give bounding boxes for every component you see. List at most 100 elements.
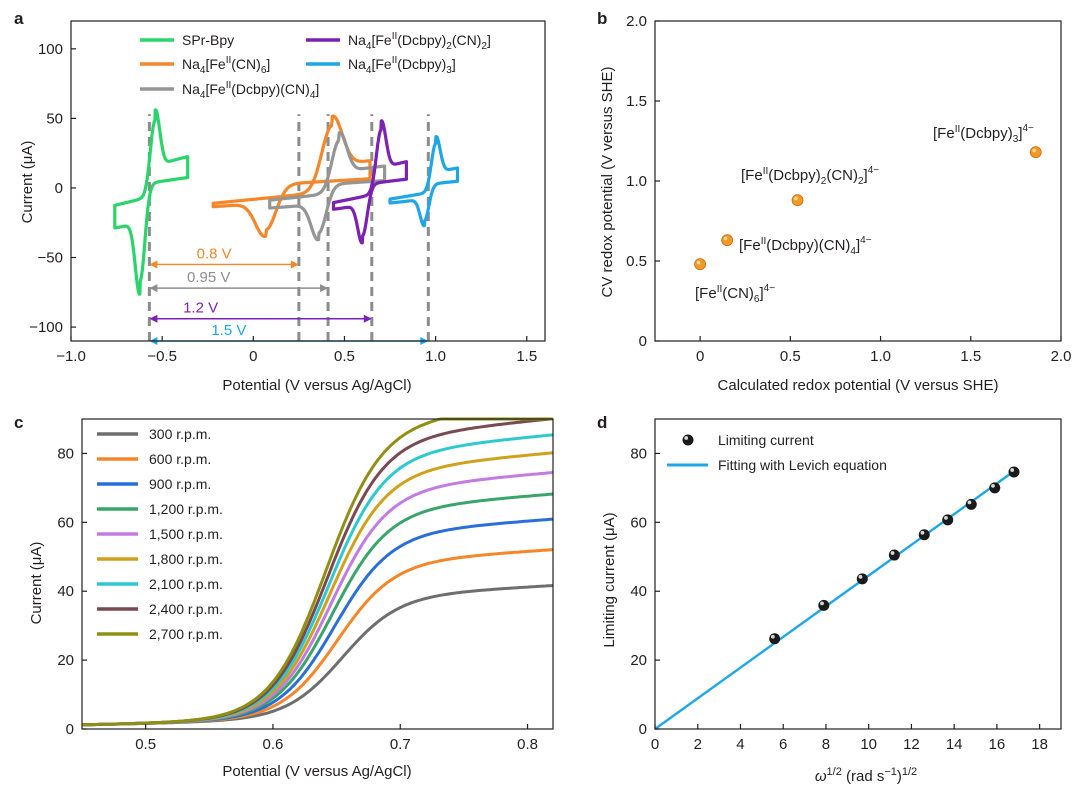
- panel-b-xtick-label: 1.5: [960, 348, 981, 365]
- data-point-highlight: [794, 196, 798, 201]
- legend-label-part: 3: [446, 65, 452, 76]
- legend-label: Na4[FeII(Dcbpy)(CN)4]: [182, 80, 319, 101]
- panel-b-axes: 0 0.5 1.0 1.5 2.0 0 0.5 1.0 1.5 2.0: [626, 13, 1071, 365]
- data-point: [856, 573, 868, 585]
- data-point-highlight: [920, 530, 925, 535]
- panel-d-ytick-label: 40: [630, 583, 647, 600]
- legend-label-part: (CN): [231, 56, 261, 72]
- data-point: [694, 258, 707, 271]
- arrow-head: [149, 260, 158, 269]
- panel-c-ytick-label: 0: [66, 721, 74, 738]
- data-point-highlight: [1010, 468, 1015, 472]
- legend-label-part: (Dcbpy)(CN): [231, 81, 310, 97]
- data-point-highlight: [890, 551, 895, 555]
- data-point-highlight: [991, 483, 995, 488]
- point-label-part: ]: [759, 285, 763, 302]
- point-label: [FeII(Dcbpy)2(CN)2]4−: [741, 165, 879, 187]
- panel-b-ytick-label: 0: [639, 333, 647, 350]
- panel-b-point-labels: [FeII(CN)6]4− [FeII(Dcbpy)(CN)4]4− [FeII(D…: [695, 123, 1034, 305]
- point-label-part: ]: [864, 167, 868, 184]
- panel-d-xtick-label: 14: [946, 736, 963, 753]
- panel-a-xtick-label: −0.5: [147, 348, 177, 365]
- panel-b-ytick-label: 1.5: [626, 93, 647, 110]
- panel-a-ytick-label: 50: [46, 110, 63, 127]
- point-label-part: II: [761, 236, 767, 247]
- panel-c-ytick-label: 60: [57, 514, 74, 531]
- panel-d-ytick-label: 60: [630, 514, 647, 531]
- data-point-highlight: [820, 601, 824, 606]
- legend-label-part: 2: [446, 41, 452, 52]
- legend-label-part: ]: [266, 56, 270, 72]
- legend-label-part: [Fe: [371, 32, 391, 48]
- cv-curve: [113, 108, 190, 296]
- point-label-part: 4: [850, 246, 856, 257]
- legend-label: Fitting with Levich equation: [718, 457, 887, 473]
- legend-label: 2,400 r.p.m.: [149, 601, 223, 617]
- data-point: [818, 599, 830, 611]
- data-point-highlight: [944, 516, 948, 520]
- cv-curve: [331, 119, 408, 245]
- panel-d-xtick-label: 4: [736, 736, 744, 753]
- cv-curve: [388, 134, 460, 228]
- legend-label-part: (Dcbpy): [397, 56, 446, 72]
- point-label: [FeII(CN)6]4−: [695, 283, 775, 305]
- panel-c-xtick-label: 0.6: [263, 736, 284, 753]
- arrow-head: [149, 284, 158, 293]
- legend-label-part: Na: [348, 32, 366, 48]
- panel-d-xlabel-sup3: 1/2: [902, 766, 917, 778]
- fit-line: [654, 468, 1017, 730]
- arrow-label: 1.2 V: [183, 300, 218, 317]
- point-label-part: 3: [1013, 134, 1019, 145]
- panel-c-xlabel: Potential (V versus Ag/AgCl): [222, 763, 411, 780]
- panel-d-xlabel-omega: ω: [815, 768, 827, 785]
- panel-c-xtick-label: 0.5: [135, 736, 156, 753]
- panel-a-ytick-label: 100: [38, 41, 63, 58]
- point-label-part: 4−: [764, 283, 776, 294]
- panel-a-xlabel: Potential (V versus Ag/AgCl): [222, 377, 411, 394]
- panel-a-potential-arrows: 0.8 V 0.95 V 1.2 V 1.5 V: [149, 245, 429, 345]
- panel-c-ylabel: Current (μA): [28, 542, 45, 625]
- panel-b-ytick-label: 1.0: [626, 173, 647, 190]
- legend-label-part: Na: [348, 56, 366, 72]
- legend-label-part: II: [392, 31, 398, 42]
- arrow-head: [290, 260, 299, 269]
- panel-d-xtick-label: 0: [651, 736, 659, 753]
- legend-label: Na4[FeII(Dcbpy)3]: [348, 55, 456, 76]
- point-label-part: (CN): [722, 285, 754, 302]
- arrow-head: [149, 314, 158, 323]
- panel-c-xtick-label: 0.7: [390, 736, 411, 753]
- legend-label: 600 r.p.m.: [149, 451, 211, 467]
- legend-label-part: ]: [452, 56, 456, 72]
- legend-label-part: II: [226, 80, 232, 91]
- panel-a-axes: −1.0 −0.5 0 0.5 1.0 1.5 −100 −50 0 50 100: [29, 20, 546, 365]
- point-label-part: 4−: [860, 235, 872, 246]
- legend-label-part: [Fe: [371, 56, 391, 72]
- arrow-head: [363, 314, 372, 323]
- point-label-part: 4−: [1023, 123, 1035, 134]
- legend-label-part: ]: [487, 32, 491, 48]
- legend-label: 2,100 r.p.m.: [149, 576, 223, 592]
- legend-label: 900 r.p.m.: [149, 476, 211, 492]
- point-label: [FeII(Dcbpy)(CN)4]4−: [739, 235, 872, 257]
- panel-d-ytick-label: 20: [630, 652, 647, 669]
- panel-d-xtick-label: 12: [903, 736, 920, 753]
- point-label-part: [Fe: [741, 167, 763, 184]
- data-point-highlight: [696, 260, 701, 265]
- panel-d-xtick-label: 6: [779, 736, 787, 753]
- panel-d-xtick-label: 16: [989, 736, 1006, 753]
- legend-label: 2,700 r.p.m.: [149, 626, 223, 642]
- legend-label: 1,500 r.p.m.: [149, 526, 223, 542]
- panel-a-ylabel: Current (μA): [19, 141, 36, 224]
- panel-d-xlabel-rest: (rad s: [842, 768, 885, 785]
- panel-d-legend: Limiting current Fitting with Levich equa…: [667, 432, 887, 473]
- panel-a-ytick-label: −100: [29, 319, 63, 336]
- point-label-part: [Fe: [933, 125, 955, 142]
- panel-a-xtick-label: 0: [249, 348, 257, 365]
- legend-label-part: (CN): [452, 32, 482, 48]
- legend-marker: [682, 434, 694, 446]
- panel-d-frame: [654, 418, 1062, 730]
- panel-a-legend: SPr-BpyNa4[FeII(CN)6]Na4[FeII(Dcbpy)(CN)…: [140, 31, 491, 101]
- panel-d-xlabel: ω1/2 (rad s−1)1/2: [815, 766, 917, 785]
- point-label-part: II: [763, 166, 769, 177]
- panel-d-xtick-label: 10: [860, 736, 877, 753]
